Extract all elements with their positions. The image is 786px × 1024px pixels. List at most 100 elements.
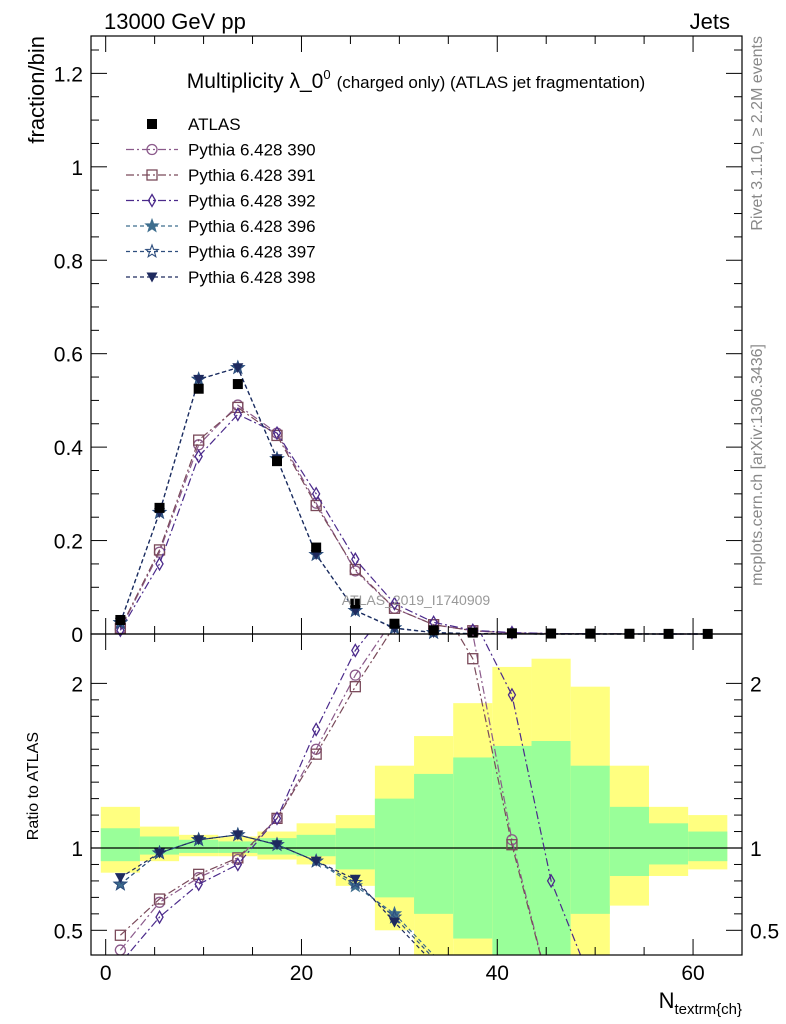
chart-title-main: Multiplicity λ_0 [187,70,324,93]
bottom-ytick-label-right-3: 2 [750,673,762,696]
top-series-6-point-4 [232,363,244,374]
top-series-3-point-1 [116,622,125,638]
atlas-data-point-11 [506,628,517,639]
top-series-3-point-8 [390,596,399,611]
ratio-series-6-point-5 [271,840,283,851]
top-ytick-label-6: 1 [71,157,83,180]
ratio-series-5-point-1 [112,876,129,891]
bottom-panel: 0.5 0.5 1 1 2 2 0 20 40 60 [54,633,779,985]
ratio-series-3-point-6 [311,722,321,737]
bottom-ytick-label-3: 2 [71,673,83,696]
xtick-label-1: 0 [100,962,112,985]
top-ytick-label-4: 0.6 [54,344,83,367]
bottom-panel-frame [90,633,743,956]
header-right: Jets [690,9,730,34]
band-inner-9 [414,773,454,914]
bottom-yticks: 0.5 0.5 1 1 2 2 [54,673,779,943]
chart-title-sup: 0 [323,67,330,82]
atlas-data-point-8 [389,618,400,629]
bottom-panel-marks [112,634,582,955]
top-series-3-point-3 [194,449,203,464]
ratio-series-5-point-7 [347,874,364,890]
ratio-series-3-point-12 [546,873,556,889]
ratio-series-6-point-6 [310,856,322,867]
ratio-series-1-point-1 [114,944,127,955]
top-series-3-point-5 [272,425,282,441]
ratio-series-2-point-7 [349,681,361,693]
ratio-series-2-point-6 [310,748,322,760]
ratio-series-2-point-10 [467,653,479,665]
top-series-6-point-3 [193,374,205,385]
top-yticks: 0 0.2 0.4 0.6 0.8 1 1.2 [54,49,742,647]
atlas-data-point-6 [311,542,322,553]
xtick-label-2: 20 [290,962,313,985]
bottom-ytick-label-1: 0.5 [54,920,83,943]
legend-marker-5 [144,217,160,233]
bottom-ylabel: Ratio to ATLAS [25,732,42,840]
legend-marker-7 [146,272,158,283]
band-inner-16 [688,831,728,862]
xtick-label-4: 60 [681,962,704,985]
chart-title: Multiplicity λ_00 (charged only) (ATLAS j… [187,67,645,93]
legend-label-3: Pythia 6.428 391 [188,166,316,185]
band-inner-13 [570,765,610,914]
ratio-series-6-point-2 [154,848,166,859]
ratio-series-line-2 [119,634,542,955]
legend-item-5: Pythia 6.428 396 [126,217,316,236]
header-left: 13000 GeV pp [104,9,246,34]
band-inner-7 [335,828,375,870]
bottom-ytick-label-2: 1 [71,838,83,861]
ratio-series-2-point-11 [506,839,518,851]
bottom-ytick-label-right-1: 0.5 [750,920,779,943]
top-ytick-label-7: 1.2 [54,63,83,86]
atlas-data-point-9 [428,625,439,636]
atlas-data-point-4 [232,379,243,390]
ratio-series-3-point-3 [194,876,203,892]
legend-item-4: Pythia 6.428 392 [126,192,316,211]
bottom-ytick-label-right-2: 1 [750,838,762,861]
ratio-series-6-point-3 [193,835,205,846]
xlabel: Ntextrm{ch} [659,988,742,1018]
ratio-series-3-point-5 [272,811,282,826]
ratio-series-6-point-8 [388,917,400,928]
band-inner-6 [296,834,336,857]
top-series-3-point-6 [311,486,321,502]
ratio-series-3-point-7 [351,643,360,658]
ratio-series-2-point-2 [153,893,166,905]
legend-label-7: Pythia 6.428 398 [188,268,316,287]
legend-item-6: Pythia 6.428 397 [126,243,316,262]
ratio-series-2-point-1 [114,929,127,941]
top-series-line-6 [119,366,708,635]
legend-label-4: Pythia 6.428 392 [188,192,316,211]
atlas-data-point-10 [467,627,478,638]
band-inner-14 [609,806,649,876]
top-ylabel: fraction/bin [24,36,49,144]
atlas-data-point-3 [193,383,204,394]
legend-marker-4 [147,193,157,208]
legend-marker-2 [146,143,158,156]
band-inner-15 [649,823,689,865]
top-series-6-point-7 [349,606,361,617]
chart-title-tail: (charged only) (ATLAS jet fragmentation) [337,73,646,92]
legend-label-6: Pythia 6.428 397 [188,243,316,262]
rivet-version-text: Rivet 3.1.10, ≥ 2.2M events [749,36,766,231]
legend-marker-6 [144,243,160,259]
atlas-data-point-2 [154,502,165,513]
legend-label-1: ATLAS [188,115,241,134]
top-series-3-point-4 [233,407,243,422]
legend-label-5: Pythia 6.428 396 [188,217,316,236]
xlabel-sub: textrm{ch} [674,1001,742,1018]
ratio-series-3-point-4 [233,857,243,872]
legend-marker-3 [146,169,158,181]
legend-item-7: Pythia 6.428 398 [126,268,316,287]
top-ytick-label-1: 0 [71,624,83,647]
top-series-line-2 [119,406,708,635]
top-series-2-point-3 [193,434,205,446]
top-series-6-point-6 [310,550,322,561]
bottom-xticks: 0 20 40 60 [100,634,705,985]
atlas-data-point-1 [115,614,126,625]
top-xticks [105,36,694,634]
top-series-2-point-5 [271,429,283,442]
top-ytick-label-2: 0.2 [54,531,83,554]
